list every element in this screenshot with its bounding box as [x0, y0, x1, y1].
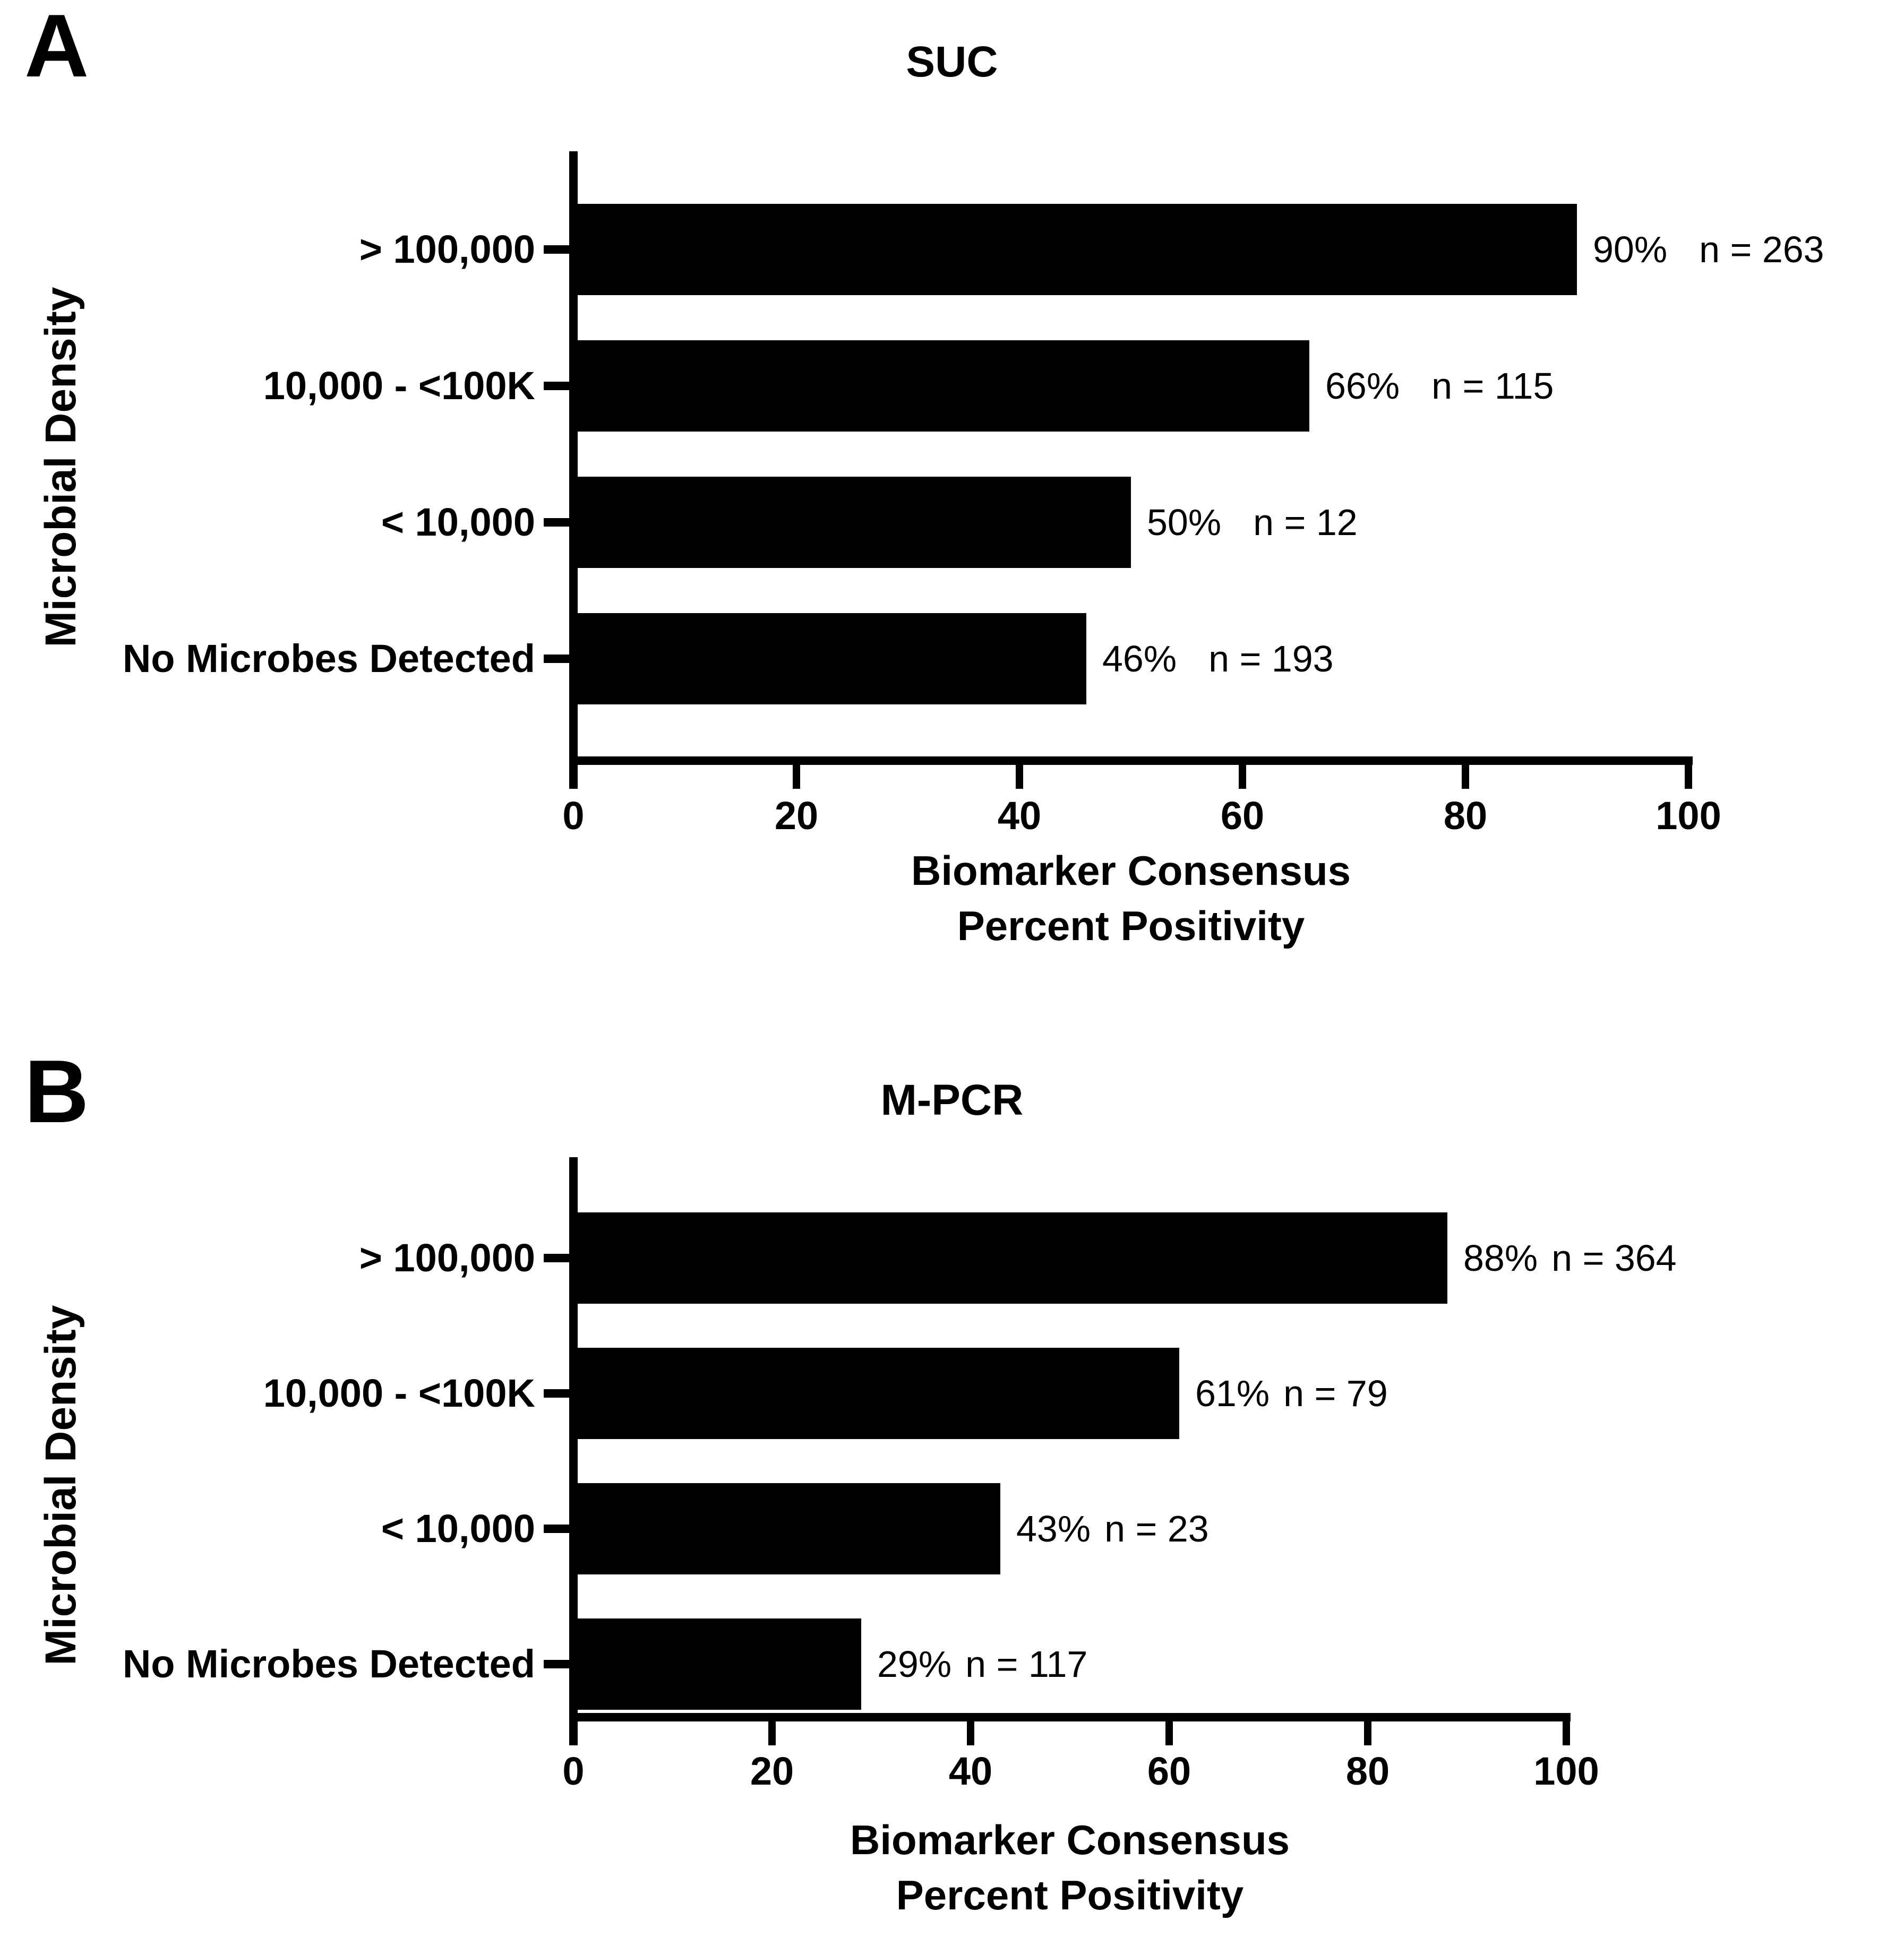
bar-percent-label: 29% [877, 1643, 952, 1685]
bar [573, 1618, 861, 1710]
bar [573, 477, 1131, 568]
panel-a-title: SUC [906, 38, 998, 86]
bar-percent-label: 43% [1016, 1508, 1091, 1549]
category-label: < 10,000 [381, 500, 535, 544]
bar-value-labels: 90% n = 263 [1593, 204, 1824, 295]
bar-percent-label: 61% [1195, 1373, 1270, 1414]
x-axis-tick [1165, 1721, 1173, 1745]
bar-percent-label: 66% [1325, 365, 1400, 407]
bar-percent-label: 50% [1147, 502, 1222, 543]
bar [573, 1483, 1000, 1574]
category-tick [544, 1389, 569, 1398]
category-tick [544, 518, 569, 527]
bar-percent-label: 46% [1102, 638, 1177, 679]
bar-value-labels: 88% n = 364 [1463, 1212, 1677, 1304]
x-axis-tick-label: 40 [997, 794, 1042, 838]
x-axis-tick [1016, 765, 1023, 789]
bar-n-label: n = 117 [965, 1643, 1088, 1685]
category-tick [544, 245, 569, 254]
category-label: No Microbes Detected [122, 636, 535, 681]
category-tick [544, 1254, 569, 1262]
bar [573, 340, 1309, 432]
x-axis-tick [1685, 765, 1692, 789]
panel-a-x-axis-line [569, 756, 1693, 765]
x-axis-tick-label: 100 [1533, 1749, 1599, 1793]
panel-b-y-axis-line [569, 1157, 578, 1745]
bar [573, 1348, 1179, 1439]
panel-a-letter: A [24, 0, 89, 96]
x-axis-tick-label: 20 [750, 1749, 794, 1793]
bar-value-labels: 46% n = 193 [1102, 613, 1334, 704]
x-axis-tick [1563, 1721, 1570, 1745]
bar-value-labels: 29% n = 117 [877, 1618, 1087, 1710]
bar-n-label: n = 23 [1104, 1508, 1209, 1549]
x-axis-tick-label: 60 [1220, 794, 1265, 838]
bar-value-labels: 61% n = 79 [1195, 1348, 1388, 1439]
x-axis-tick-label: 0 [562, 794, 585, 838]
bar [573, 204, 1577, 295]
bar-n-label: n = 12 [1253, 502, 1358, 543]
x-axis-tick-label: 40 [948, 1749, 993, 1793]
x-axis-tick-label: 100 [1656, 794, 1721, 838]
x-axis-tick [768, 1721, 776, 1745]
bar-n-label: n = 193 [1208, 638, 1334, 679]
category-label: < 10,000 [381, 1506, 535, 1551]
category-label: 10,000 - <100K [263, 1371, 535, 1415]
bar [573, 1212, 1447, 1304]
panel-b-letter: B [24, 1041, 89, 1141]
panel-a-x-axis-title-line2: Percent Positivity [957, 902, 1305, 949]
bar-n-label: n = 263 [1699, 229, 1824, 270]
x-axis-tick [1364, 1721, 1371, 1745]
panel-a-x-axis-title-line1: Biomarker Consensus [911, 847, 1351, 894]
panel-b-x-axis-title-line1: Biomarker Consensus [850, 1816, 1290, 1863]
x-axis-tick-label: 80 [1443, 794, 1488, 838]
x-axis-tick [793, 765, 800, 789]
panel-b-x-axis-title-line2: Percent Positivity [896, 1872, 1244, 1918]
x-axis-tick [967, 1721, 974, 1745]
bar-n-label: n = 364 [1551, 1237, 1677, 1279]
x-axis-tick-label: 60 [1147, 1749, 1191, 1793]
x-axis-tick [1239, 765, 1246, 789]
panel-b-x-axis-line [569, 1713, 1571, 1721]
category-label: 10,000 - <100K [263, 364, 535, 408]
bar-n-label: n = 115 [1431, 365, 1554, 407]
category-label: > 100,000 [359, 227, 535, 271]
bar [573, 613, 1086, 704]
x-axis-tick-label: 20 [774, 794, 819, 838]
bar-value-labels: 66% n = 115 [1325, 340, 1554, 432]
panel-b-title: M-PCR [880, 1076, 1024, 1124]
bar-percent-label: 90% [1593, 229, 1668, 270]
bar-value-labels: 43% n = 23 [1016, 1483, 1209, 1574]
category-tick [544, 382, 569, 390]
category-label: > 100,000 [359, 1236, 535, 1280]
category-tick [544, 655, 569, 663]
category-tick [544, 1525, 569, 1533]
x-axis-tick-label: 80 [1345, 1749, 1390, 1793]
bar-percent-label: 88% [1463, 1237, 1538, 1279]
x-axis-tick [1462, 765, 1469, 789]
bar-value-labels: 50% n = 12 [1147, 477, 1358, 568]
x-axis-tick-label: 0 [562, 1749, 585, 1793]
category-label: No Microbes Detected [122, 1642, 535, 1686]
category-tick [544, 1660, 569, 1668]
bar-n-label: n = 79 [1283, 1373, 1388, 1414]
